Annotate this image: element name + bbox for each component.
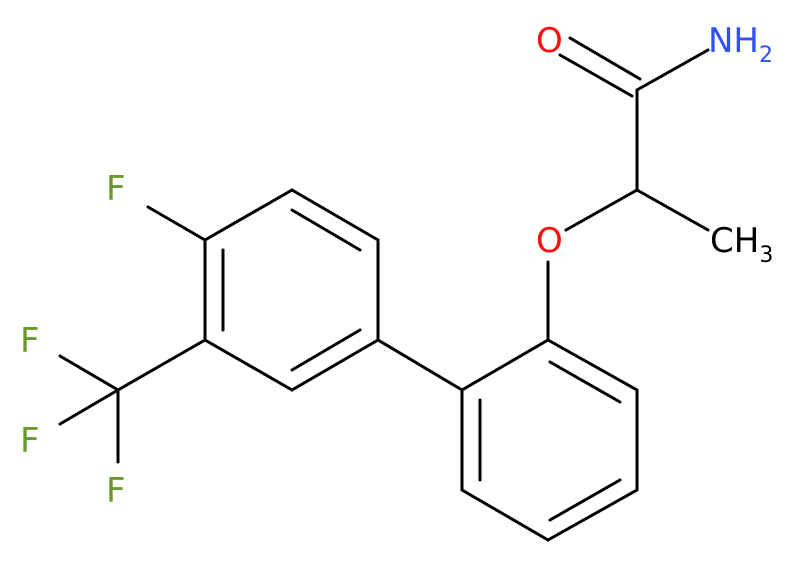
bond-line — [564, 188, 639, 232]
cf3-fluorine-label: F — [20, 321, 40, 361]
bond-line — [568, 36, 642, 81]
bond-line — [548, 478, 622, 522]
bond-line — [290, 338, 380, 392]
bond-line — [290, 328, 362, 372]
bond-line — [376, 338, 464, 392]
bond-line — [635, 48, 710, 92]
carbonyl-oxygen-label: O — [536, 21, 563, 61]
bond-line — [290, 208, 362, 252]
bond-line — [460, 488, 550, 542]
bond-line — [203, 188, 294, 242]
bond-line — [546, 488, 639, 542]
bond-line — [146, 205, 207, 242]
bond-line — [558, 53, 634, 98]
bond-line — [203, 338, 294, 392]
bond-line — [58, 354, 120, 392]
methyl-label: CH3 — [710, 221, 773, 268]
bond-line — [460, 338, 550, 392]
bond-line — [635, 188, 710, 232]
aryl-fluorine-label: F — [106, 169, 126, 209]
bond-line — [546, 338, 639, 392]
bond-line — [548, 360, 622, 404]
bond-line — [290, 188, 380, 242]
amide-nitrogen-label: NH2 — [708, 21, 773, 68]
ether-oxygen-label: O — [536, 221, 563, 261]
bond-line — [58, 388, 120, 426]
bond-line — [116, 338, 207, 392]
cf3-fluorine-label: F — [106, 471, 126, 511]
cf3-fluorine-label: F — [20, 421, 40, 461]
